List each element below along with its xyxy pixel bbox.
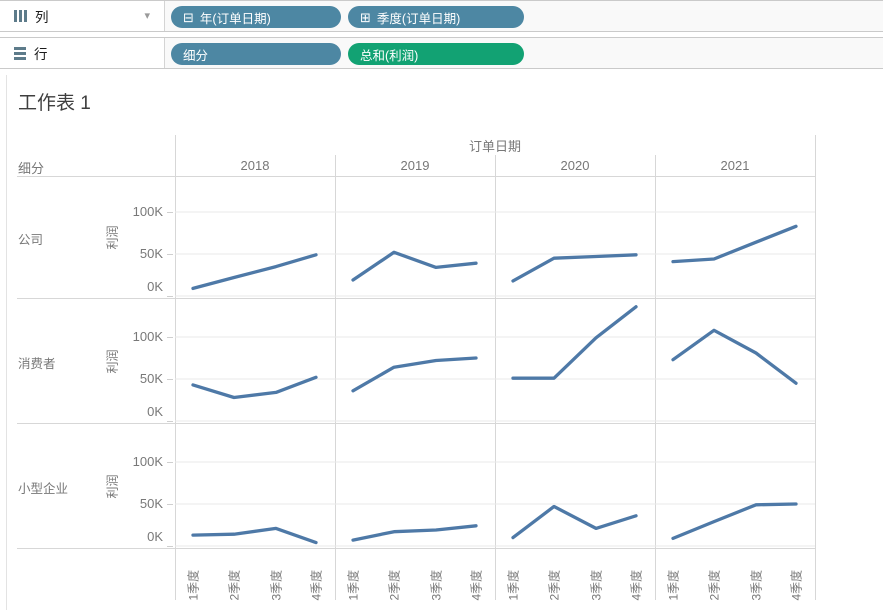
grid-border xyxy=(655,155,656,600)
segment-label[interactable]: 小型企业 xyxy=(18,481,69,496)
row-dimension-header: 细分 xyxy=(18,161,45,176)
expand-hierarchy-icon[interactable]: ⊞ xyxy=(360,9,371,25)
line-chart-panel-公司-2018 xyxy=(175,176,335,298)
grid-border xyxy=(17,423,815,424)
line-chart-panel-小型企业-2020 xyxy=(495,423,655,548)
line-chart-panel-消费者-2021 xyxy=(655,298,815,423)
pill-label: 细分 xyxy=(183,48,209,63)
quarter-axis-label[interactable]: 4季度 xyxy=(629,569,644,601)
quarter-axis-label[interactable]: 2季度 xyxy=(387,569,402,601)
y-axis-tick-mark xyxy=(167,379,173,380)
rows-shelf-label: 行 xyxy=(34,47,48,62)
y-axis-tick-mark xyxy=(167,504,173,505)
y-axis-tick-mark xyxy=(167,296,173,297)
y-axis-tick-label: 50K xyxy=(139,371,163,386)
pill-label: 总和(利润) xyxy=(360,48,419,63)
y-axis-tick-label: 100K xyxy=(132,204,163,219)
y-axis-tick-label: 100K xyxy=(132,454,163,469)
quarter-axis-label[interactable]: 3季度 xyxy=(269,569,284,601)
quarter-axis-label[interactable]: 2季度 xyxy=(547,569,562,601)
columns-shelf: 列 ▾ ⊟ 年(订单日期) ⊞ 季度(订单日期) xyxy=(0,0,883,32)
year-header[interactable]: 2021 xyxy=(720,158,750,173)
grid-border xyxy=(175,135,176,600)
year-header[interactable]: 2019 xyxy=(400,158,430,173)
y-axis-tick-label: 100K xyxy=(132,329,163,344)
y-axis-tick-mark xyxy=(167,421,173,422)
pill-segment[interactable]: 细分 xyxy=(171,43,341,65)
year-header[interactable]: 2018 xyxy=(240,158,270,173)
quarter-axis-label[interactable]: 1季度 xyxy=(666,569,681,601)
y-axis-tick-mark xyxy=(167,462,173,463)
y-axis-tick-label: 0K xyxy=(147,404,163,419)
columns-icon xyxy=(14,10,27,22)
pill-label: 季度(订单日期) xyxy=(376,11,461,26)
y-axis-tick-mark xyxy=(167,546,173,547)
pill-sum-profit[interactable]: 总和(利润) xyxy=(348,43,524,65)
y-axis-tick-mark xyxy=(167,337,173,338)
y-axis-tick-mark xyxy=(167,254,173,255)
quarter-axis-label[interactable]: 4季度 xyxy=(309,569,324,601)
y-axis-tick-mark xyxy=(167,212,173,213)
line-chart-panel-小型企业-2018 xyxy=(175,423,335,548)
rows-shelf-label-box: 行 xyxy=(0,38,165,68)
collapse-hierarchy-icon[interactable]: ⊟ xyxy=(183,9,194,25)
quarter-axis-label[interactable]: 1季度 xyxy=(346,569,361,601)
pill-quarter-order-date[interactable]: ⊞ 季度(订单日期) xyxy=(348,6,524,28)
columns-shelf-label-box: 列 ▾ xyxy=(0,1,165,31)
y-axis-tick-label: 50K xyxy=(139,496,163,511)
rows-shelf: 行 细分 总和(利润) xyxy=(0,37,883,69)
line-chart-panel-消费者-2018 xyxy=(175,298,335,423)
grid-border xyxy=(335,155,336,600)
quarter-axis-label[interactable]: 4季度 xyxy=(789,569,804,601)
grid-border xyxy=(17,176,815,177)
quarter-axis-label[interactable]: 1季度 xyxy=(186,569,201,601)
quarter-axis-label[interactable]: 3季度 xyxy=(589,569,604,601)
rows-icon xyxy=(14,46,26,60)
quarter-axis-label[interactable]: 3季度 xyxy=(749,569,764,601)
line-chart-panel-消费者-2019 xyxy=(335,298,495,423)
pill-year-order-date[interactable]: ⊟ 年(订单日期) xyxy=(171,6,341,28)
line-chart-panel-小型企业-2019 xyxy=(335,423,495,548)
grid-border xyxy=(17,548,815,549)
worksheet-left-border xyxy=(6,75,7,610)
year-header[interactable]: 2020 xyxy=(560,158,590,173)
quarter-axis-label[interactable]: 1季度 xyxy=(506,569,521,601)
quarter-axis-label[interactable]: 4季度 xyxy=(469,569,484,601)
y-axis-tick-label: 0K xyxy=(147,279,163,294)
segment-label[interactable]: 消费者 xyxy=(18,356,56,371)
segment-label[interactable]: 公司 xyxy=(18,233,44,247)
grid-border xyxy=(815,135,816,600)
grid-border xyxy=(495,155,496,600)
line-chart-panel-公司-2019 xyxy=(335,176,495,298)
line-chart-panel-小型企业-2021 xyxy=(655,423,815,548)
worksheet-title: 工作表 1 xyxy=(18,93,91,114)
pill-label: 年(订单日期) xyxy=(199,11,271,26)
quarter-axis-label[interactable]: 2季度 xyxy=(227,569,242,601)
quarter-axis-label[interactable]: 3季度 xyxy=(429,569,444,601)
line-chart-panel-公司-2021 xyxy=(655,176,815,298)
line-chart-panel-公司-2020 xyxy=(495,176,655,298)
quarter-axis-label[interactable]: 2季度 xyxy=(707,569,722,601)
y-axis-tick-label: 0K xyxy=(147,529,163,544)
y-axis-tick-label: 50K xyxy=(139,246,163,261)
dropdown-caret-icon[interactable]: ▾ xyxy=(144,10,150,22)
columns-shelf-label: 列 xyxy=(35,10,49,25)
line-chart-panel-消费者-2020 xyxy=(495,298,655,423)
column-dimension-header: 订单日期 xyxy=(468,139,521,154)
grid-border xyxy=(17,298,815,299)
